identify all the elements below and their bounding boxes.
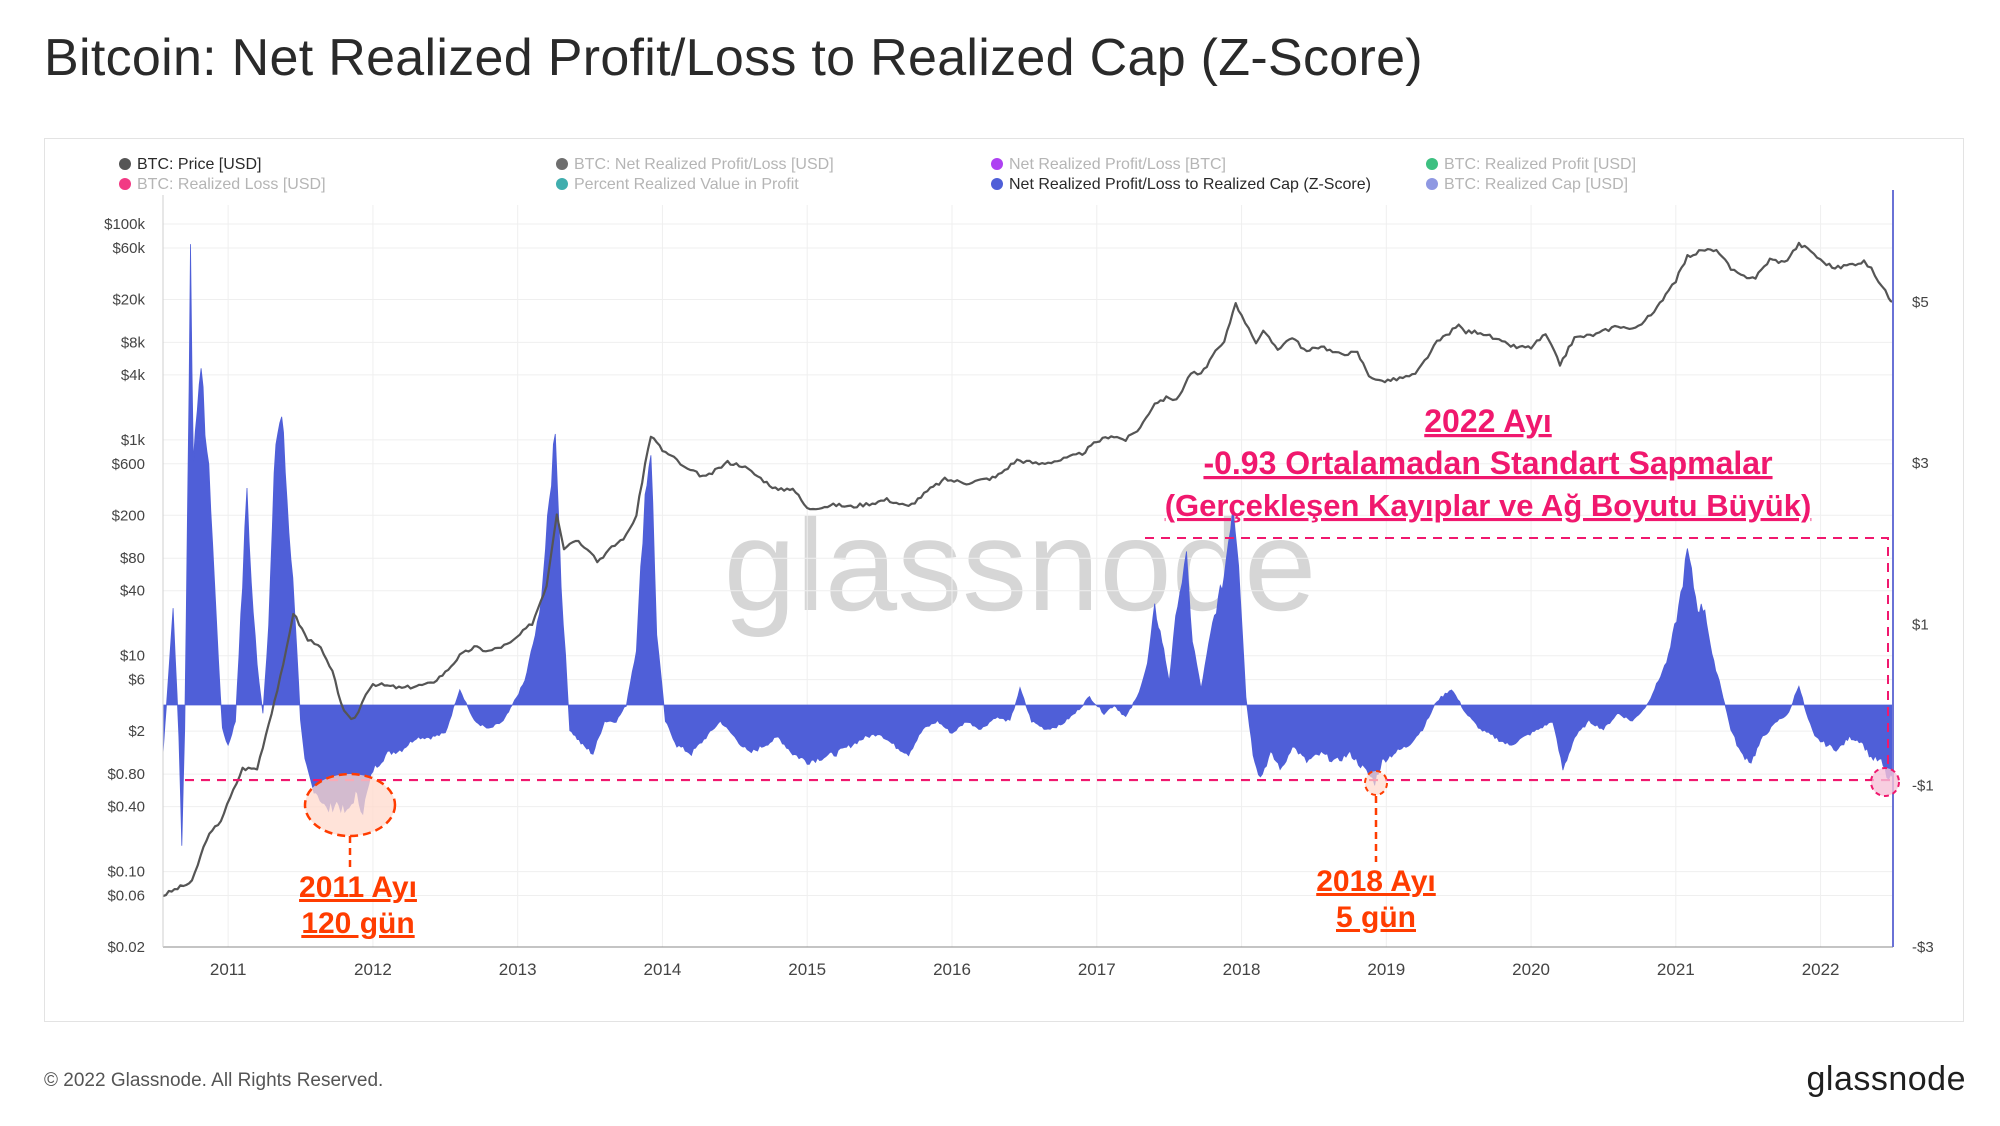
left-tick-label: $0.80 — [107, 766, 145, 783]
annotation-2022-stddev: -0.93 Ortalamadan Standart Sapmalar — [1203, 445, 1772, 481]
left-tick-label: $0.40 — [107, 799, 145, 816]
left-tick-label: $1k — [121, 432, 146, 449]
legend-dot — [556, 158, 568, 170]
left-tick-label: $80 — [120, 550, 145, 567]
left-tick-label: $6 — [128, 672, 145, 689]
annotation-2018-days: 5 gün — [1336, 901, 1416, 934]
left-tick-label: $10 — [120, 648, 145, 665]
left-tick-label: $2 — [128, 723, 145, 740]
legend-dot — [119, 158, 131, 170]
legend-dot — [1426, 178, 1438, 190]
x-tick-label: 2011 — [210, 960, 247, 979]
x-tick-label: 2015 — [788, 960, 826, 979]
left-tick-label: $40 — [120, 583, 145, 600]
chart-frame — [44, 138, 1964, 1022]
x-tick-label: 2018 — [1223, 960, 1261, 979]
annotation-2018-title: 2018 Ayı — [1316, 865, 1436, 898]
annotation-bracket-2022 — [1145, 537, 1889, 770]
glassnode-logo: glassnode — [1806, 1060, 1966, 1098]
left-tick-label: $0.10 — [107, 864, 145, 881]
legend-label: Net Realized Profit/Loss [BTC] — [1009, 156, 1226, 173]
x-tick-label: 2021 — [1657, 960, 1695, 979]
left-tick-label: $60k — [112, 240, 145, 257]
legend-label: BTC: Realized Cap [USD] — [1444, 176, 1628, 193]
legend-label: BTC: Realized Loss [USD] — [137, 176, 326, 193]
right-tick-label: $5 — [1912, 294, 1929, 311]
right-tick-label: $3 — [1912, 455, 1929, 472]
legend-dot — [1426, 158, 1438, 170]
annotation-2022-note: (Gerçekleşen Kayıplar ve Ağ Boyutu Büyük… — [1165, 488, 1812, 523]
annotation-2011-days: 120 gün — [301, 907, 414, 940]
price-line-path — [162, 241, 1894, 898]
right-tick-label: $1 — [1912, 616, 1929, 633]
x-tick-label: 2017 — [1078, 960, 1116, 979]
x-tick-label: 2014 — [644, 960, 682, 979]
legend-dot — [991, 158, 1003, 170]
legend-label: Percent Realized Value in Profit — [574, 176, 799, 193]
legend-dot — [556, 178, 568, 190]
annotation-circle-2022 — [1870, 767, 1900, 797]
annotation-circle-2011 — [303, 772, 397, 838]
x-tick-label: 2012 — [354, 960, 392, 979]
left-tick-label: $20k — [112, 291, 145, 308]
copyright: © 2022 Glassnode. All Rights Reserved. — [44, 1070, 384, 1091]
x-tick-label: 2022 — [1802, 960, 1840, 979]
legend: BTC: Price [USD] BTC: Net Realized Profit… — [119, 156, 1636, 193]
gridlines — [163, 205, 1893, 948]
left-tick-label: $600 — [112, 456, 145, 473]
right-tick-label: -$1 — [1912, 778, 1934, 795]
left-tick-label: $200 — [112, 507, 145, 524]
page-title: Bitcoin: Net Realized Profit/Loss to Rea… — [44, 29, 1423, 87]
legend-label: BTC: Price [USD] — [137, 156, 261, 173]
legend-label: BTC: Net Realized Profit/Loss [USD] — [574, 156, 834, 173]
left-tick-label: $0.02 — [107, 939, 145, 956]
legend-dot — [119, 178, 131, 190]
legend-label: Net Realized Profit/Loss to Realized Cap… — [1009, 176, 1371, 193]
x-tick-label: 2013 — [499, 960, 537, 979]
right-tick-label: -$3 — [1912, 939, 1934, 956]
legend-label: BTC: Realized Profit [USD] — [1444, 156, 1636, 173]
left-tick-label: $0.06 — [107, 888, 145, 905]
annotation-circle-2018 — [1364, 770, 1388, 796]
x-tick-label: 2019 — [1367, 960, 1405, 979]
legend-dot — [991, 178, 1003, 190]
annotation-2011-title: 2011 Ayı — [299, 871, 417, 904]
price-line — [162, 241, 1894, 898]
left-tick-label: $8k — [121, 334, 146, 351]
annotation-2022-title: 2022 Ayı — [1424, 403, 1552, 439]
x-tick-label: 2020 — [1512, 960, 1550, 979]
left-tick-label: $4k — [121, 367, 146, 384]
left-tick-label: $100k — [104, 216, 145, 233]
axes: 2011 2012 2013 2014 2015 2016 2017 2018 2019 2020… — [104, 190, 1934, 979]
x-tick-label: 2016 — [933, 960, 971, 979]
